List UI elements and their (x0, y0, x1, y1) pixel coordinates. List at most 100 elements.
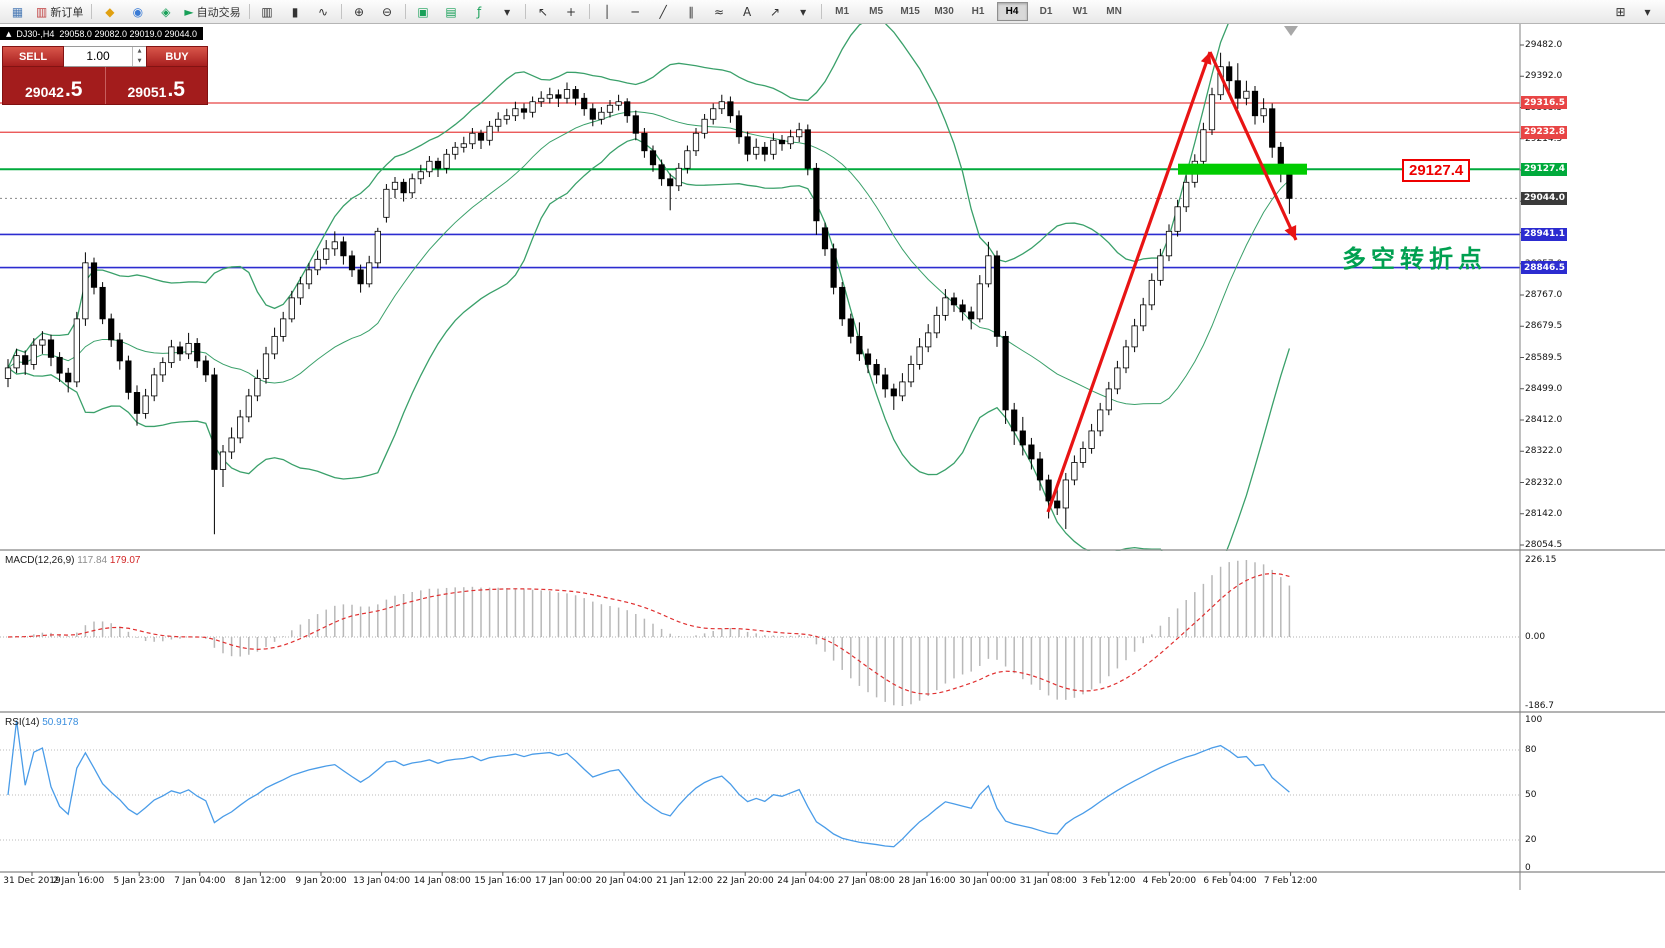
axis-ticks (31, 44, 1524, 876)
price-tag-29127.4: 29127.4 (1521, 162, 1567, 176)
wizard-icon: ◆ (105, 4, 115, 19)
price-axis-label: 28767.0 (1525, 290, 1563, 300)
zoom-in-icon[interactable]: ⊕ (346, 1, 373, 23)
auto-arrange-icon: ▤ (445, 4, 457, 19)
tile-windows-icon[interactable]: ▣ (410, 1, 437, 23)
price-annotation-box[interactable]: 29127.4 (1402, 159, 1471, 182)
chart-shift-marker (1284, 26, 1298, 36)
volume-value[interactable]: 1.00 (86, 49, 110, 63)
crosshair-icon[interactable]: + (558, 1, 585, 23)
zoom-out-icon[interactable]: ⊖ (374, 1, 401, 23)
buy-price[interactable]: 29051.5 (104, 67, 208, 104)
horizontal-line-icon[interactable]: ─ (622, 1, 649, 23)
zoom-out-icon: ⊖ (382, 4, 393, 19)
timeframe-m30[interactable]: M30 (934, 6, 954, 17)
toolbar-separator (91, 4, 93, 19)
turning-point-label: 多空转折点 (1342, 246, 1487, 273)
shapes-dropdown-icon: ▾ (800, 4, 807, 19)
timeframe-h4[interactable]: H4 (996, 2, 1028, 21)
toolbar-separator (404, 4, 406, 19)
sell-button[interactable]: SELL (2, 46, 64, 67)
macd-axis-label: -186.7 (1525, 701, 1555, 711)
autotrading-button[interactable]: ► 自动交易 (180, 1, 244, 23)
price-axis-label: 28499.0 (1525, 383, 1563, 394)
shapes-dropdown-icon[interactable]: ▾ (790, 1, 817, 23)
autotrading-button-icon: ► (184, 4, 194, 19)
price-tag-28846.5: 28846.5 (1521, 261, 1567, 275)
window-menu-icon[interactable]: ▾ (1634, 1, 1661, 23)
sell-price[interactable]: 29042.5 (3, 67, 105, 104)
collapse-triangle-icon[interactable]: ▲ (6, 29, 12, 38)
buy-price-frac: .5 (167, 78, 185, 102)
timeframe-m5[interactable]: M5 (869, 6, 884, 17)
macd-signal-line (7, 572, 1290, 695)
market-watch-icon: ◈ (161, 4, 171, 19)
volume-down-arrow[interactable]: ▼ (137, 57, 142, 64)
indicators-icon[interactable]: ƒ (466, 1, 493, 23)
trendline-icon[interactable]: ╱ (650, 1, 677, 23)
chart-profile-icon[interactable]: ⊞ (1607, 1, 1634, 23)
equidistant-channel-icon[interactable]: ∥ (678, 1, 705, 23)
fibonacci-icon[interactable]: ≈ (706, 1, 733, 23)
price-axis-label: 28054.5 (1525, 540, 1563, 550)
price-axis-label: 28589.5 (1525, 352, 1563, 363)
price-tag-28941.1: 28941.1 (1521, 227, 1567, 241)
chart-window-icon[interactable]: ▦ (4, 1, 31, 23)
price-tag-29232.8: 29232.8 (1521, 125, 1567, 139)
chart-window-icon: ▦ (11, 4, 24, 19)
volume-up-arrow[interactable]: ▲ (137, 48, 142, 54)
rsi-axis-label: 80 (1525, 745, 1537, 755)
line-chart-icon: ∿ (318, 4, 329, 19)
cursor-icon: ↖ (538, 4, 549, 19)
vertical-line-icon[interactable]: │ (594, 1, 621, 23)
text-icon[interactable]: A (734, 1, 761, 23)
rsi-line (7, 720, 1290, 848)
volume-field[interactable]: 1.00 ▲ ▼ (64, 46, 146, 67)
buy-button[interactable]: BUY (146, 46, 208, 67)
indicators-dropdown-icon[interactable]: ▾ (494, 1, 521, 23)
timeframe-d1[interactable]: D1 (1039, 6, 1053, 17)
macd-signal-value: 179.07 (109, 555, 141, 566)
market-watch-icon[interactable]: ◈ (152, 1, 179, 23)
time-axis-label: 7 Feb 12:00 (1263, 876, 1318, 886)
line-chart-icon[interactable]: ∿ (310, 1, 337, 23)
auto-arrange-icon[interactable]: ▤ (438, 1, 465, 23)
time-axis-label: 27 Jan 08:00 (837, 876, 895, 886)
timeframe-w1[interactable]: W1 (1072, 6, 1088, 17)
trend-arrow-head (1200, 52, 1212, 65)
time-axis-label: 14 Jan 08:00 (413, 876, 471, 886)
time-axis-label: 21 Jan 12:00 (656, 876, 714, 886)
timeframe-m1[interactable]: M1 (835, 6, 850, 17)
sell-price-frac: .5 (64, 78, 83, 102)
price-axis-label: 29482.0 (1525, 40, 1563, 50)
macd-indicator-label: MACD(12,26,9) 117.84 179.07 (5, 555, 140, 566)
community-icon[interactable]: ◉ (124, 1, 151, 23)
wizard-icon[interactable]: ◆ (96, 1, 123, 23)
toolbar-separator (340, 4, 342, 19)
time-axis-label: 17 Jan 00:00 (534, 876, 592, 886)
timeframe-m15[interactable]: M15 (900, 6, 920, 17)
price-axis-label: 28412.0 (1525, 415, 1563, 425)
vertical-line-icon: │ (603, 4, 611, 19)
candlestick-chart-icon[interactable]: ▮ (282, 1, 309, 23)
time-axis-label: 15 Jan 16:00 (474, 876, 532, 886)
chart-symbol-period: DJ30-,H4 (16, 28, 55, 39)
time-axis-label: 3 Feb 12:00 (1082, 876, 1136, 886)
timeframe-h1[interactable]: H1 (971, 6, 985, 17)
macd-histogram (0, 560, 1520, 706)
cursor-icon[interactable]: ↖ (530, 1, 557, 23)
chart-ohlc: 29058.0 29082.0 29019.0 29044.0 (59, 28, 198, 39)
toolbar-separator (248, 4, 250, 19)
volume-spinner: ▲ ▼ (132, 47, 146, 66)
one-click-trading-panel: SELL 1.00 ▲ ▼ BUY 29042.5 29051.5 (2, 46, 208, 105)
time-axis-label: 20 Jan 04:00 (595, 876, 653, 886)
time-axis-label: 6 Feb 04:00 (1203, 876, 1257, 886)
timeframe-mn[interactable]: MN (1106, 6, 1122, 17)
arrow-tools-icon[interactable]: ↗ (762, 1, 789, 23)
horizontal-line-icon: ─ (631, 4, 639, 19)
bar-chart-icon[interactable]: ▥ (254, 1, 281, 23)
text-icon: A (742, 4, 752, 19)
new-order-button[interactable]: ▥ 新订单 (32, 1, 87, 23)
